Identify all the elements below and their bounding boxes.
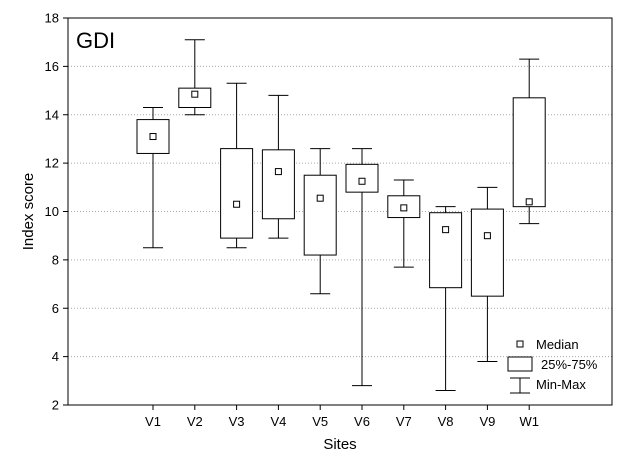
y-tick-label-10: 10 <box>45 204 59 219</box>
box-V2 <box>178 39 212 116</box>
iqr-box-V4 <box>261 149 295 220</box>
y-tick-label-16: 16 <box>45 59 59 74</box>
box-V1 <box>136 106 170 249</box>
median-marker-W1 <box>525 198 533 206</box>
x-tick-label-V7: V7 <box>396 414 412 429</box>
box-series <box>136 39 546 391</box>
x-tick-label-V3: V3 <box>229 414 245 429</box>
median-marker-V2 <box>191 90 199 98</box>
y-axis-label: Index score <box>20 173 37 251</box>
median-marker-V4 <box>274 168 282 176</box>
y-axis-ticks: 2 4 6 8 10 12 14 16 18 <box>45 11 68 413</box>
x-tick-label-V2: V2 <box>187 414 203 429</box>
legend-median-marker <box>516 340 524 348</box>
legend-box-marker <box>507 356 533 372</box>
median-marker-V5 <box>316 194 324 202</box>
median-marker-V9 <box>483 232 491 240</box>
box-V3 <box>220 82 254 249</box>
median-marker-V1 <box>149 133 157 141</box>
box-V7 <box>387 179 421 268</box>
iqr-box-V9 <box>470 208 504 297</box>
legend-box-label: 25%-75% <box>541 357 598 372</box>
x-tick-label-V6: V6 <box>354 414 370 429</box>
x-tick-label-V4: V4 <box>270 414 286 429</box>
x-tick-label-V8: V8 <box>438 414 454 429</box>
median-marker-V7 <box>400 204 408 212</box>
x-axis-label: Sites <box>323 436 356 453</box>
y-tick-label-2: 2 <box>52 398 59 413</box>
iqr-box-V8 <box>429 212 463 289</box>
legend-whisker-marker <box>510 377 530 394</box>
median-marker-V6 <box>358 177 366 185</box>
legend-median-label: Median <box>536 337 579 352</box>
iqr-box-V5 <box>303 174 337 256</box>
x-tick-label-V9: V9 <box>479 414 495 429</box>
box-V5 <box>303 148 337 295</box>
x-tick-label-V5: V5 <box>312 414 328 429</box>
box-V6 <box>345 148 379 387</box>
box-V4 <box>261 94 295 239</box>
y-tick-label-12: 12 <box>45 156 59 171</box>
box-V8 <box>429 206 463 391</box>
chart-title: GDI <box>76 28 115 53</box>
y-tick-label-18: 18 <box>45 11 59 26</box>
y-tick-label-8: 8 <box>52 252 59 267</box>
legend: Median 25%-75% Min-Max <box>507 337 598 394</box>
median-marker-V3 <box>233 200 241 208</box>
x-tick-label-W1: W1 <box>519 414 539 429</box>
box-W1 <box>512 58 546 225</box>
x-tick-label-V1: V1 <box>145 414 161 429</box>
y-tick-label-4: 4 <box>52 349 59 364</box>
iqr-box-V3 <box>220 148 254 239</box>
legend-whisker-label: Min-Max <box>536 377 586 392</box>
x-axis-ticks: V1 V2 V3 V4 V5 V6 V7 V8 V9 W1 <box>145 405 539 429</box>
y-tick-label-6: 6 <box>52 301 59 316</box>
iqr-box-V2 <box>178 87 212 108</box>
box-V9 <box>470 186 504 362</box>
median-marker-V8 <box>442 226 450 234</box>
y-tick-label-14: 14 <box>45 107 59 122</box>
iqr-box-W1 <box>512 97 546 208</box>
